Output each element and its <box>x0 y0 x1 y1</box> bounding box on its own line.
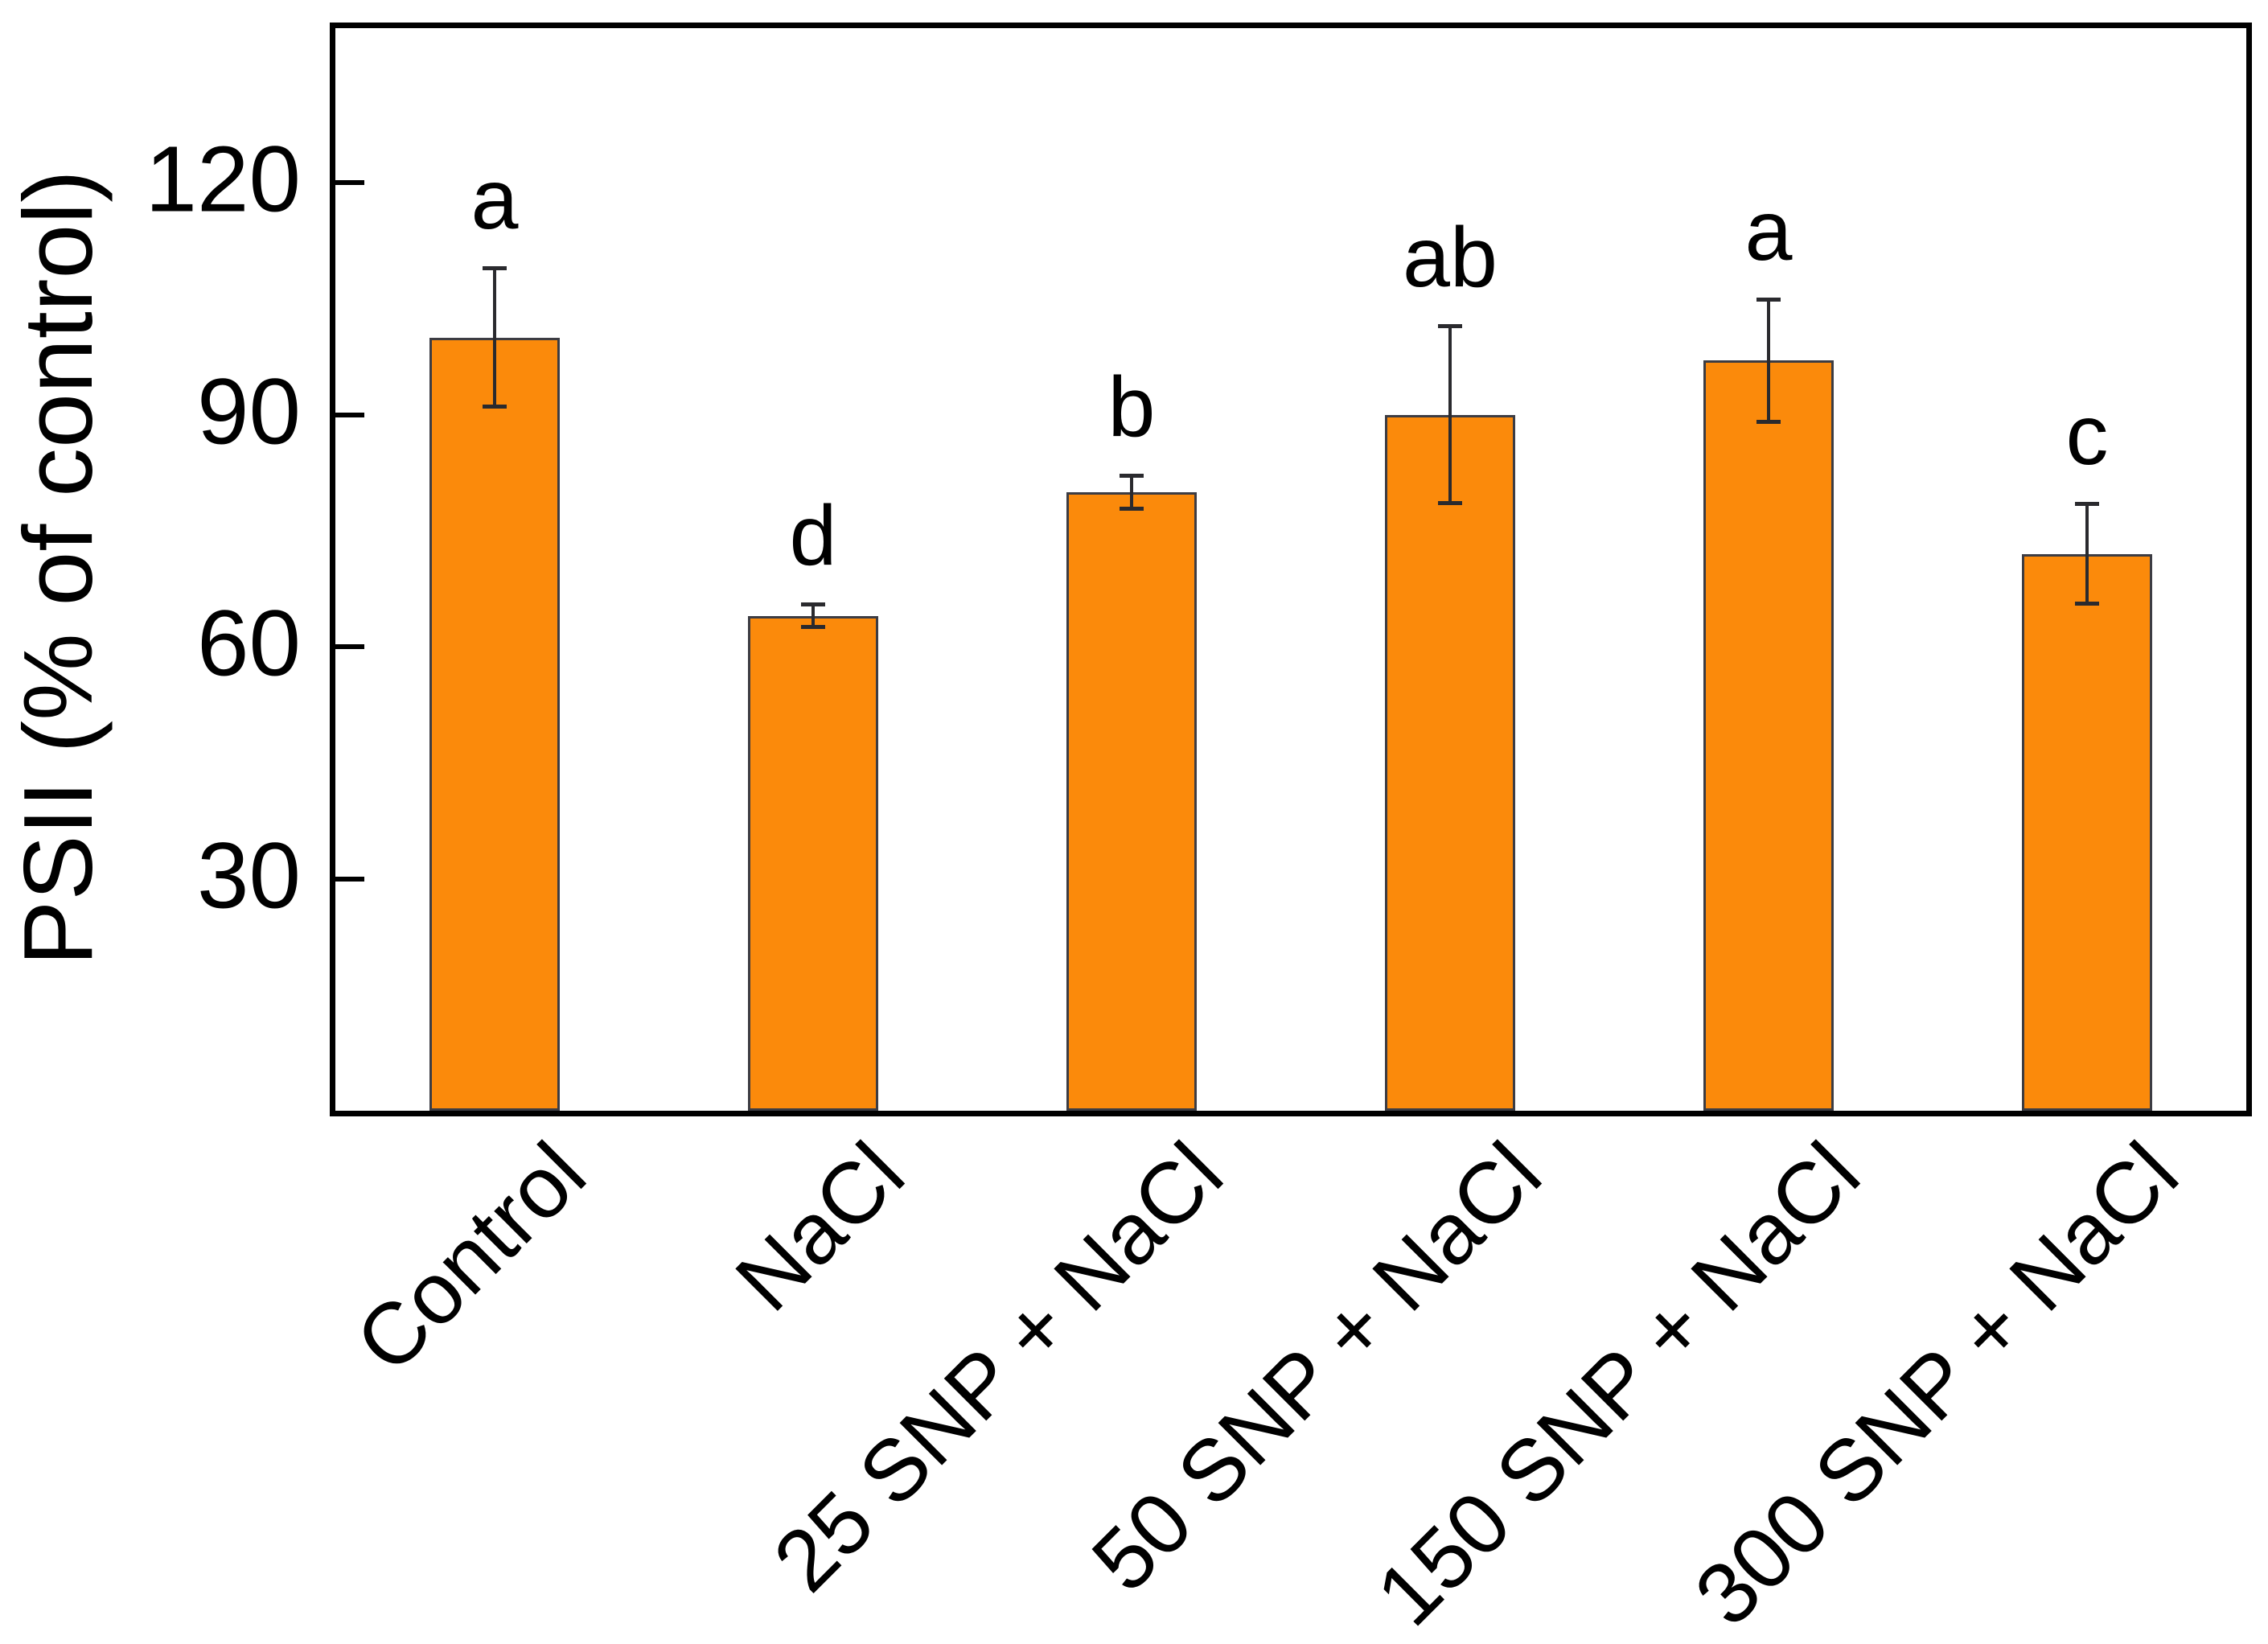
x-tick-label-control: Control <box>336 1124 604 1391</box>
x-tick-label-50-snp-nacl: 50 SNP + NaCl <box>1073 1124 1559 1610</box>
y-tick-label-120: 120 <box>145 126 301 232</box>
y-tick-label-90: 90 <box>196 359 301 464</box>
x-tick-label-nacl: NaCl <box>717 1124 922 1330</box>
y-tick-label-30: 30 <box>196 822 301 927</box>
x-tick-label-25-snp-nacl: 25 SNP + NaCl <box>754 1124 1241 1610</box>
y-tick-label-60: 60 <box>196 590 301 696</box>
x-tick-label-300-snp-nacl: 300 SNP + NaCl <box>1675 1124 2196 1644</box>
bar-chart-figure: PSII (% of control) 30 60 90 120 a d b ab a c Co… <box>3 23 2252 1644</box>
plot-area <box>330 23 2252 1116</box>
y-axis-label: PSII (% of control) <box>3 170 113 966</box>
x-tick-label-150-snp-nacl: 150 SNP + NaCl <box>1357 1124 1878 1644</box>
